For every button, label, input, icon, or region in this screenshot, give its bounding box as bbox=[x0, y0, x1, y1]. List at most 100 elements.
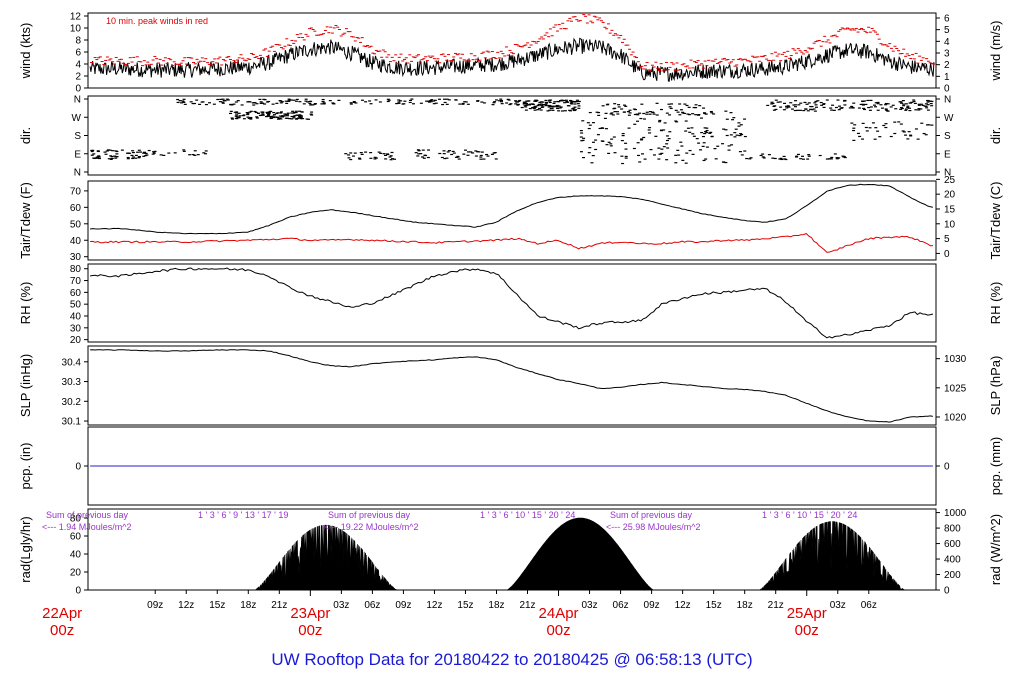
ytick-right-label-wind: 0 bbox=[944, 84, 950, 95]
ytick-right-label-wind: 6 bbox=[944, 14, 950, 25]
xtick-label: 15z bbox=[706, 600, 722, 611]
xtick-label: 03z bbox=[581, 600, 597, 611]
ytick-label-humidity: 60 bbox=[70, 288, 82, 299]
ytick-label-radiation: 20 bbox=[70, 568, 82, 579]
series-line-Tair bbox=[90, 183, 933, 235]
peak-annotation: 10 min. peak winds in red bbox=[106, 16, 208, 26]
ylabel-precipitation: pcp. (in) bbox=[18, 443, 33, 490]
ytick-label-humidity: 50 bbox=[70, 300, 82, 311]
ytick-label-radiation: 60 bbox=[70, 532, 82, 543]
ytick-label-dir: N bbox=[74, 95, 81, 106]
ytick-right-label-wind: 1 bbox=[944, 72, 950, 83]
xtick-label: 15z bbox=[457, 600, 473, 611]
ytick-right-label-wind: 5 bbox=[944, 25, 950, 36]
ytick-label-pressure: 30.1 bbox=[62, 417, 82, 428]
ytick-label-pressure: 30.3 bbox=[62, 377, 82, 388]
ytick-right-label-radiation: 200 bbox=[944, 570, 961, 581]
day-marker-date: 23Apr bbox=[290, 605, 330, 622]
ytick-right-label-dir: W bbox=[944, 113, 954, 124]
series-line-RH bbox=[90, 267, 934, 339]
ytick-right-label-dir: N bbox=[944, 168, 951, 179]
ylabel-right-humidity: RH (%) bbox=[988, 282, 1003, 325]
xtick-label: 06z bbox=[364, 600, 380, 611]
ylabel-pressure: SLP (inHg) bbox=[18, 354, 33, 417]
xtick-label: 09z bbox=[147, 600, 163, 611]
ytick-label-wind: 12 bbox=[70, 12, 82, 23]
ytick-label-pressure: 30.4 bbox=[62, 357, 82, 368]
ytick-label-temperature: 50 bbox=[70, 219, 82, 230]
panel-frame-temperature bbox=[87, 180, 937, 261]
ytick-right-label-temperature: 25 bbox=[944, 175, 956, 186]
ylabel-humidity: RH (%) bbox=[18, 282, 33, 325]
radiation-area-day-3 bbox=[759, 521, 906, 591]
ytick-label-radiation: 80 bbox=[70, 514, 82, 525]
ytick-right-label-wind: 2 bbox=[944, 60, 950, 71]
ytick-right-label-dir: S bbox=[944, 131, 951, 142]
ytick-right-label-wind: 3 bbox=[944, 49, 950, 60]
xtick-label: 06z bbox=[613, 600, 629, 611]
ytick-label-temperature: 30 bbox=[70, 252, 82, 263]
radiation-note-value: <--- 19.22 MJoules/m^2 bbox=[324, 522, 419, 532]
series-line-SLP bbox=[90, 349, 933, 423]
ytick-right-label-temperature: 5 bbox=[944, 234, 950, 245]
ytick-label-humidity: 30 bbox=[70, 323, 82, 334]
ylabel-radiation: rad(Lgly/hr) bbox=[18, 516, 33, 582]
xtick-label: 03z bbox=[333, 600, 349, 611]
ytick-right-label-dir: E bbox=[944, 149, 951, 160]
ytick-label-wind: 8 bbox=[75, 36, 81, 47]
ytick-label-wind: 6 bbox=[75, 48, 81, 59]
ylabel-right-radiation: rad (W/m^2) bbox=[988, 514, 1003, 585]
xtick-label: 15z bbox=[209, 600, 225, 611]
ytick-label-dir: E bbox=[74, 149, 81, 160]
series-line-wind bbox=[89, 37, 935, 82]
panel-frame-humidity bbox=[87, 263, 937, 343]
day-marker-time: 00z bbox=[50, 622, 74, 639]
xtick-label: 03z bbox=[830, 600, 846, 611]
ytick-right-label-wind: 4 bbox=[944, 37, 950, 48]
chart-title: UW Rooftop Data for 20180422 to 20180425… bbox=[271, 650, 753, 669]
radiation-note-title: Sum of previous day bbox=[328, 510, 411, 520]
ytick-right-label-temperature: 10 bbox=[944, 219, 956, 230]
radiation-note-value: <--- 1.94 MJoules/m^2 bbox=[42, 522, 132, 532]
xtick-label: 18z bbox=[488, 600, 504, 611]
panel-frame-direction bbox=[87, 95, 937, 176]
ytick-label-humidity: 40 bbox=[70, 312, 82, 323]
ytick-right-label-radiation: 1000 bbox=[944, 508, 967, 519]
radiation-area-day-2 bbox=[506, 517, 654, 591]
ylabel-right-direction: dir. bbox=[988, 127, 1003, 144]
ytick-right-label-dir: N bbox=[944, 95, 951, 106]
radiation-note-value: <--- 25.98 MJoules/m^2 bbox=[606, 522, 701, 532]
day-marker-date: 22Apr bbox=[42, 605, 82, 622]
radiation-note-title: Sum of previous day bbox=[46, 510, 129, 520]
radiation-note-hours: 1 ' 3 ' 6 ' 9 ' 13 ' 17 ' 19 bbox=[198, 510, 288, 520]
ytick-label-temperature: 70 bbox=[70, 186, 82, 197]
panel-frame-pressure bbox=[87, 345, 937, 426]
ytick-right-label-temperature: 20 bbox=[944, 190, 956, 201]
ytick-right-label-radiation: 0 bbox=[944, 586, 950, 597]
day-marker-time: 00z bbox=[298, 622, 322, 639]
xtick-label: 18z bbox=[240, 600, 256, 611]
xtick-label: 09z bbox=[644, 600, 660, 611]
ytick-label-dir: W bbox=[72, 113, 82, 124]
panel-frame-wind bbox=[87, 12, 937, 89]
ylabel-right-temperature: Tair/Tdew (C) bbox=[988, 181, 1003, 259]
radiation-area-day-1 bbox=[254, 524, 398, 591]
ytick-right-label-pressure: 1025 bbox=[944, 383, 967, 394]
ytick-right-label-radiation: 400 bbox=[944, 555, 961, 566]
ytick-right-label-temperature: 15 bbox=[944, 204, 956, 215]
ytick-right-label-pressure: 1030 bbox=[944, 354, 967, 365]
xtick-label: 12z bbox=[675, 600, 691, 611]
ytick-label-temperature: 60 bbox=[70, 203, 82, 214]
ytick-label-precipitation: 0 bbox=[75, 462, 81, 473]
xtick-label: 12z bbox=[178, 600, 194, 611]
ytick-label-wind: 10 bbox=[70, 24, 82, 35]
xtick-label: 21z bbox=[271, 600, 287, 611]
ytick-right-label-precipitation: 0 bbox=[944, 462, 950, 473]
ylabel-direction: dir. bbox=[18, 127, 33, 144]
series-line-Tdew bbox=[90, 232, 933, 253]
ylabel-right-pressure: SLP (hPa) bbox=[988, 356, 1003, 416]
ytick-label-radiation: 40 bbox=[70, 550, 82, 561]
day-marker-time: 00z bbox=[546, 622, 570, 639]
ytick-label-humidity: 70 bbox=[70, 276, 82, 287]
